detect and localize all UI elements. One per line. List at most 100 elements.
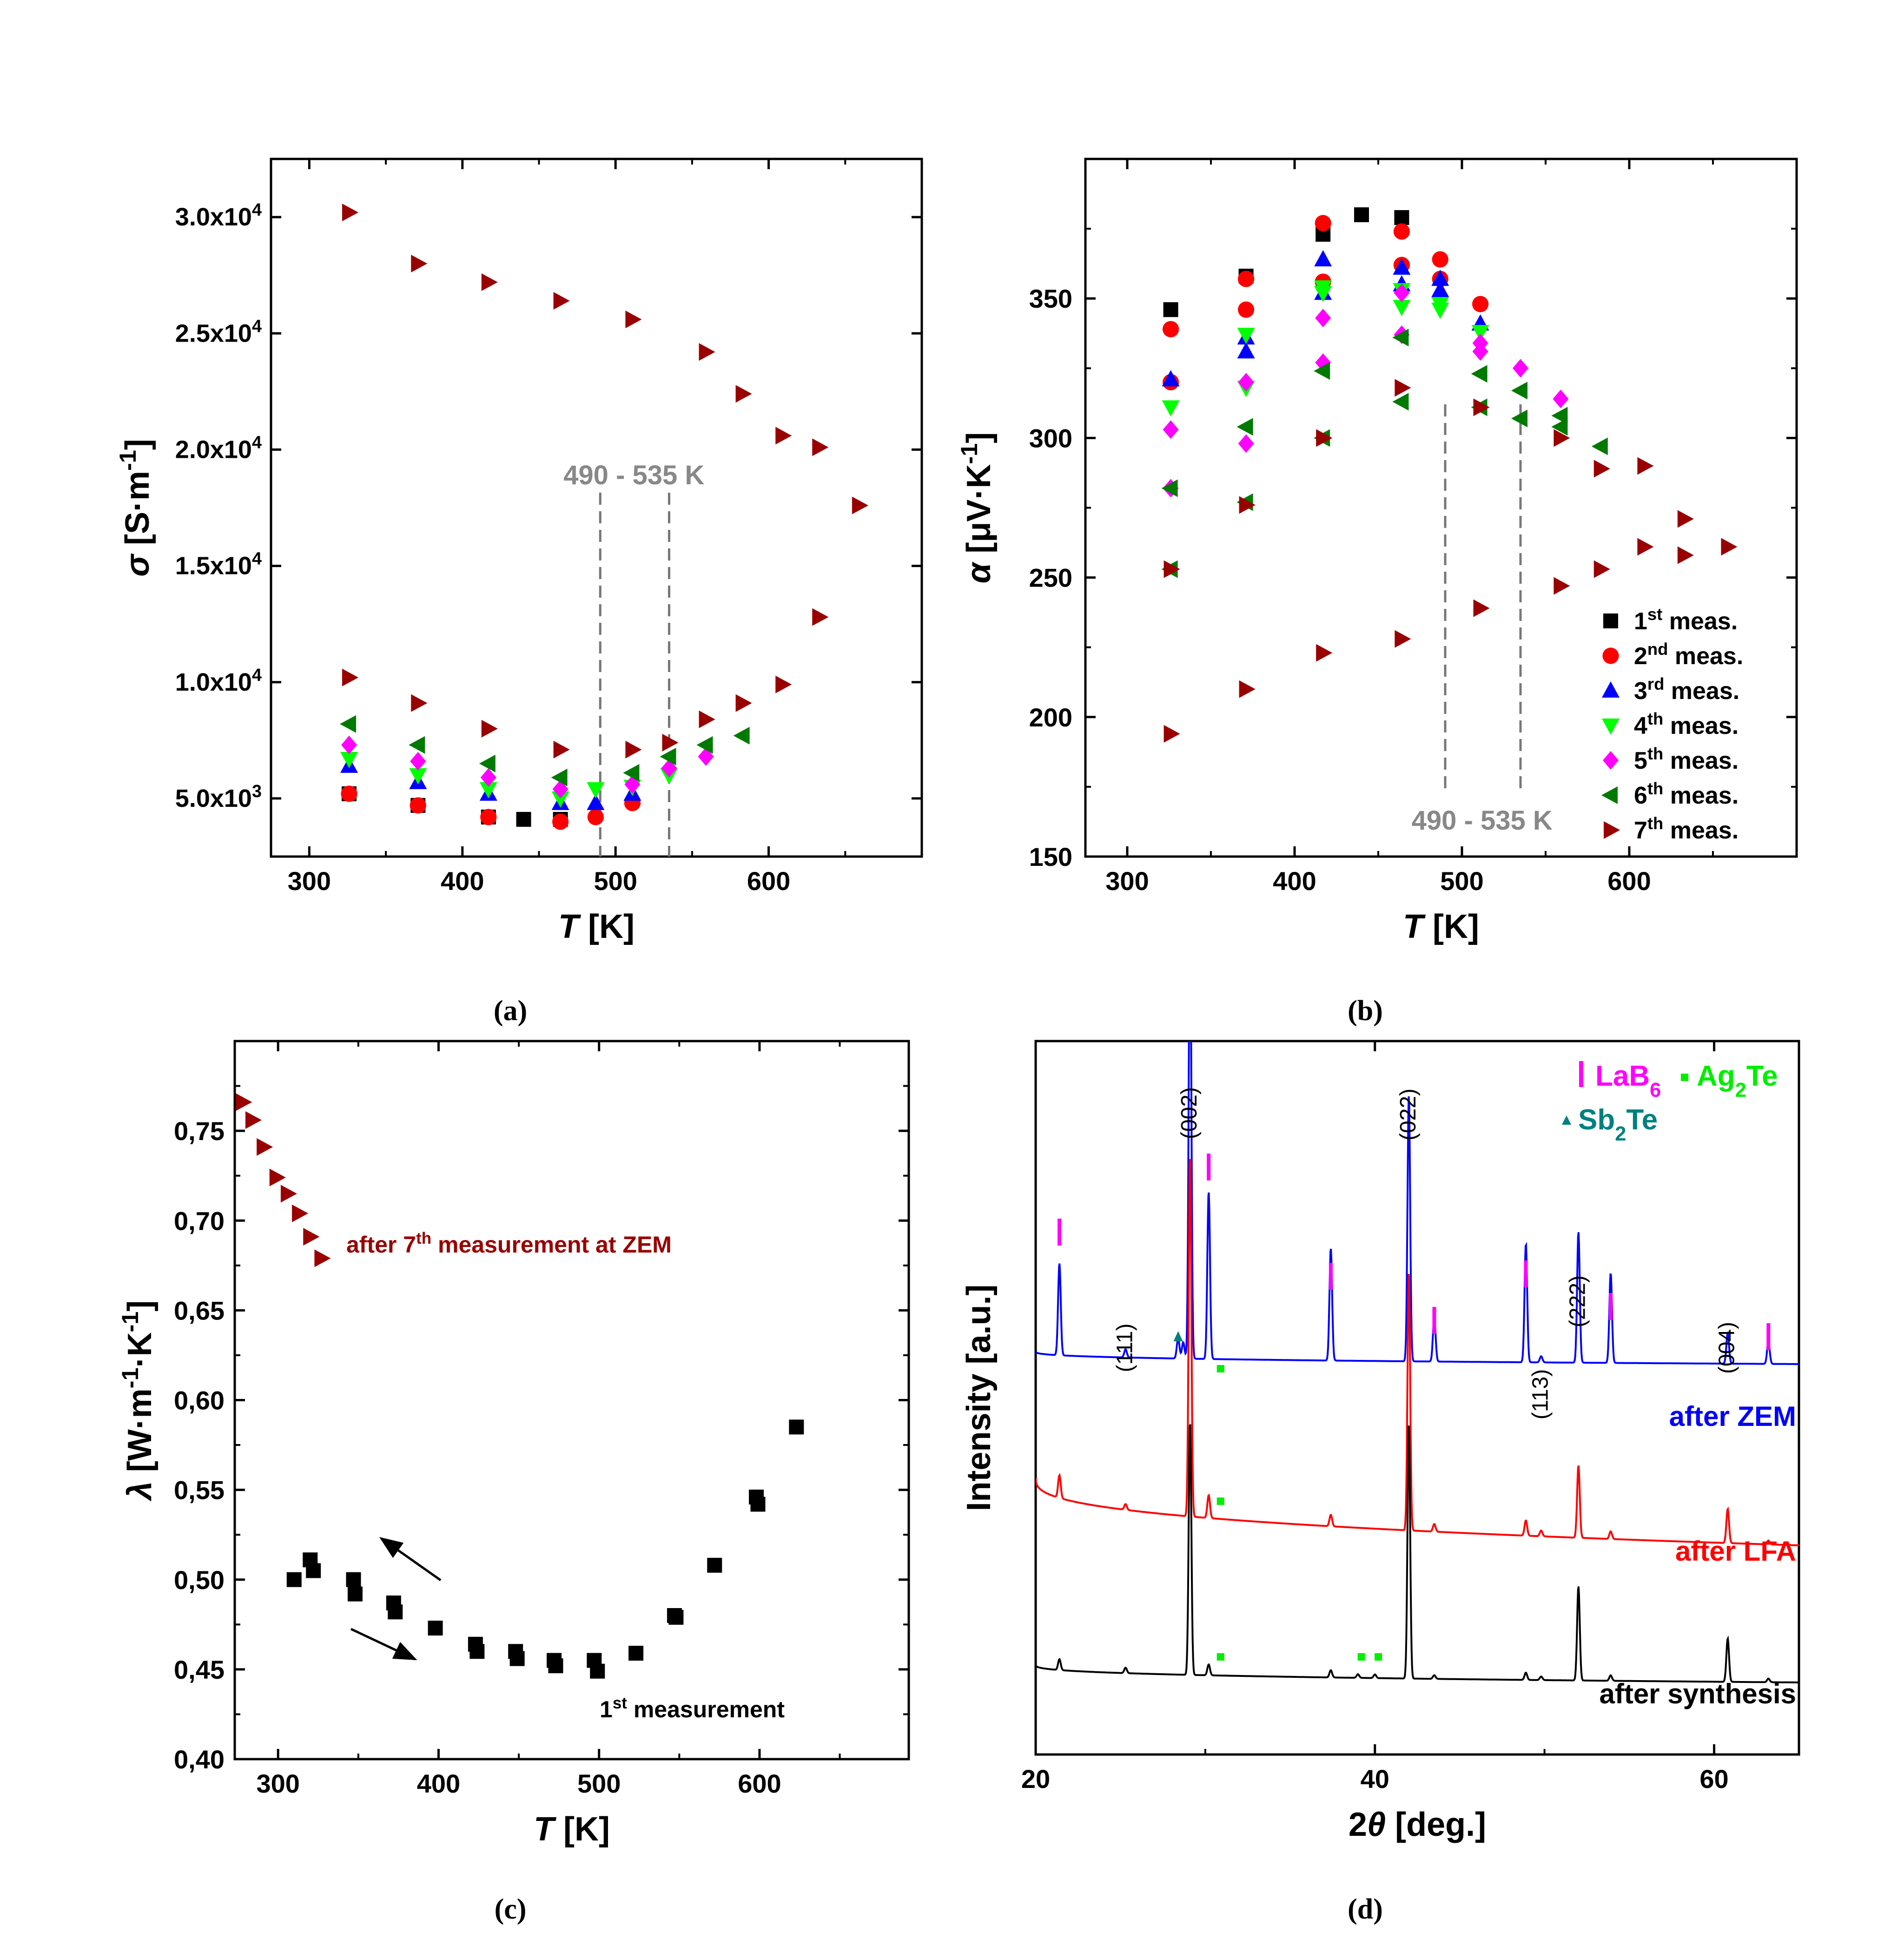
data-point-a: [481, 809, 496, 824]
data-point-b: [1314, 286, 1332, 303]
data-point-b: [1162, 400, 1180, 417]
data-point-b: [1163, 479, 1179, 498]
x-axis-label-d: 2θ [deg.]: [1349, 1806, 1486, 1843]
data-point-a: [735, 385, 752, 403]
data-point-a: [553, 811, 568, 827]
data-point-c: [292, 1204, 309, 1222]
y-tick-label-a: 1.0x104: [175, 666, 262, 696]
data-point-a: [479, 754, 496, 772]
data-point-b: [1637, 457, 1654, 475]
panel-label-d: (d): [1348, 1893, 1383, 1925]
data-point-a: [340, 756, 358, 773]
lab6-marker: [1766, 1323, 1771, 1350]
data-point-b: [1471, 365, 1488, 383]
data-point-b: [1472, 334, 1488, 353]
data-point-b: [1637, 538, 1654, 556]
series-b-6: [1161, 329, 1608, 578]
hkl-label: (222): [1566, 1275, 1590, 1327]
y-tick-label-c: 0,60: [174, 1386, 225, 1415]
data-point-b: [1237, 328, 1255, 345]
legend-label-b: 6th meas.: [1634, 779, 1739, 810]
data-point-a: [623, 779, 641, 796]
data-point-a: [341, 735, 357, 754]
y-tick-label-c: 0,40: [174, 1745, 225, 1774]
data-point-b: [1593, 560, 1610, 578]
data-point-a: [775, 427, 792, 445]
data-point-b: [1473, 398, 1490, 416]
ag2te-marker: [1357, 1653, 1365, 1661]
data-point-c: [346, 1572, 361, 1587]
data-point-a: [812, 438, 829, 456]
data-point-b: [1511, 382, 1527, 400]
data-point-b: [1591, 437, 1608, 455]
data-point-b: [1316, 227, 1331, 242]
data-point-a: [342, 786, 357, 801]
data-point-b: [1394, 210, 1409, 225]
data-point-c: [628, 1646, 644, 1661]
y-tick-label-b: 300: [1029, 423, 1072, 453]
data-point-b: [1315, 353, 1331, 372]
data-point-b: [1237, 328, 1255, 344]
y-axis-label-d: Intensity [a.u.]: [960, 1284, 998, 1511]
series-a-6: [340, 715, 750, 786]
data-point-b: [1432, 251, 1448, 268]
data-point-c: [548, 1658, 563, 1674]
data-point-c: [750, 1497, 766, 1512]
legend-sb2te-marker: [1562, 1115, 1571, 1125]
data-point-a: [623, 764, 640, 782]
y-tick-label-c: 0,50: [174, 1565, 225, 1595]
data-point-b: [1593, 460, 1610, 478]
data-point-c: [590, 1663, 605, 1679]
legend-marker-b: [1602, 681, 1620, 698]
data-point-b: [1239, 680, 1256, 698]
data-point-b: [1392, 329, 1409, 347]
lab6-marker: [1608, 1293, 1613, 1320]
legend-b: 1st meas. 2nd meas. 3rd meas. 4th meas. 5th …: [1601, 605, 1743, 844]
data-point-a: [553, 740, 570, 758]
data-point-a: [662, 733, 679, 752]
data-point-a: [735, 694, 752, 712]
data-point-b: [1237, 342, 1255, 359]
data-point-b: [1316, 644, 1333, 662]
data-point-a: [516, 811, 531, 827]
data-point-a: [587, 809, 604, 825]
lab6-marker: [1329, 1263, 1333, 1290]
y-tick-label-c: 0,65: [174, 1296, 225, 1325]
data-point-b: [1431, 270, 1449, 286]
data-point-a: [341, 785, 357, 802]
data-point-c: [386, 1595, 401, 1610]
series-b-1: [1163, 207, 1409, 317]
ag2te-marker: [1216, 1365, 1224, 1372]
data-point-c: [388, 1604, 403, 1620]
x-tick-label-a: 600: [747, 866, 790, 896]
data-point-a: [661, 758, 677, 778]
data-point-b: [1432, 270, 1448, 287]
hkl-label: (111): [1112, 1324, 1137, 1372]
y-tick-label-c: 0,55: [174, 1476, 225, 1505]
data-point-b: [1395, 379, 1411, 397]
xrd-trace-3: [1036, 1424, 1799, 1683]
y-tick-label-b: 150: [1029, 842, 1072, 871]
y-axis-label-c: λ [W·m-1·K-1]: [117, 1300, 159, 1502]
data-point-a: [660, 768, 678, 785]
data-point-a: [342, 668, 358, 686]
legend-sb2te-label: Sb2Te: [1578, 1104, 1658, 1145]
hkl-label: (113): [1528, 1369, 1553, 1420]
data-point-b: [1236, 493, 1253, 511]
y-tick-label-b: 250: [1029, 563, 1072, 593]
legend-marker-b: [1602, 719, 1620, 735]
y-tick-label-a: 3.0x104: [175, 200, 262, 231]
data-point-b: [1315, 273, 1331, 290]
data-point-a: [411, 694, 428, 712]
y-axis-label-b: α [μV·K-1]: [956, 432, 998, 583]
data-point-c: [668, 1609, 684, 1625]
x-tick-label-b: 600: [1607, 866, 1651, 896]
data-point-a: [852, 496, 868, 514]
data-point-b: [1554, 577, 1570, 595]
data-point-b: [1164, 560, 1180, 578]
series-b-5: [1163, 284, 1569, 498]
data-point-a: [587, 782, 605, 798]
data-point-a: [409, 772, 427, 789]
legend-marker-b: [1603, 613, 1618, 628]
